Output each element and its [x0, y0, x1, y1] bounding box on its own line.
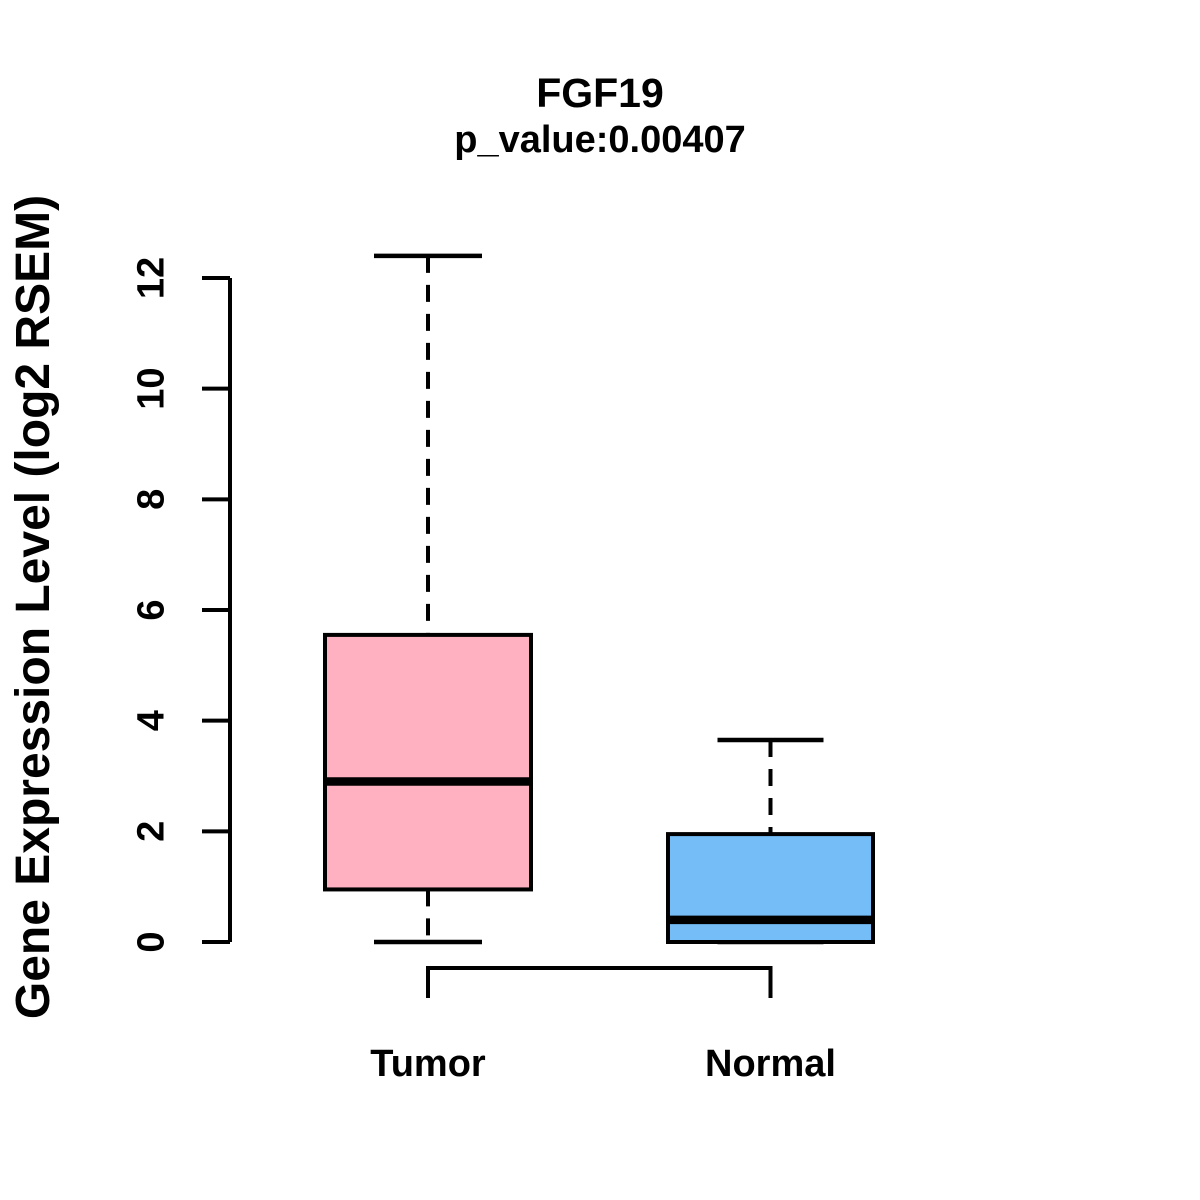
x-category-labels: Tumor Normal	[370, 1043, 836, 1085]
y-axis-tick-label: 2	[131, 821, 173, 842]
y-axis-tick-label: 10	[131, 368, 173, 410]
chart-title: FGF19	[536, 70, 664, 116]
y-axis-tick-label: 12	[131, 257, 173, 299]
y-axis-tick-label: 4	[131, 710, 173, 731]
y-axis-tick-label: 8	[131, 489, 173, 510]
chart-subtitle: p_value:0.00407	[454, 119, 746, 161]
normal-box	[666, 832, 875, 944]
tumor-box	[323, 632, 533, 892]
comparison-bracket-layer	[426, 966, 773, 998]
comparison-bracket	[426, 966, 773, 998]
boxes	[323, 253, 875, 945]
y-axis: 0 2 4 6 8 10 12	[131, 257, 232, 953]
x-category-label-normal: Normal	[705, 1043, 836, 1085]
y-axis-tick-label: 0	[131, 931, 173, 952]
x-category-label-tumor: Tumor	[370, 1043, 486, 1085]
y-axis-label: Gene Expression Level (log2 RSEM)	[7, 194, 60, 1020]
y-axis-tick-label: 6	[131, 599, 173, 620]
